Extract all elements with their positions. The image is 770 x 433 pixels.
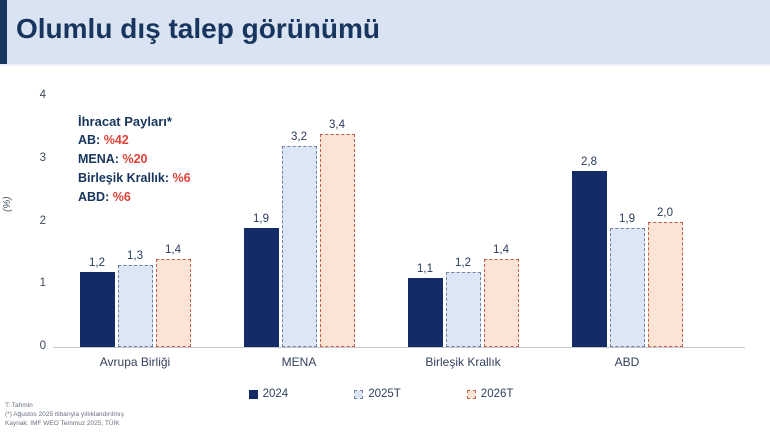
legend-marker [354, 389, 364, 399]
footnote-line: (*) Ağustos 2025 itibarıyla yıllıklandır… [5, 411, 124, 418]
bar-group: 2,8 1,9 2,0 [545, 96, 709, 347]
y-tick-label: 1 [39, 277, 46, 290]
bar-value-label: 1,3 [127, 250, 143, 263]
legend-label: 2025T [368, 388, 401, 400]
bar-group: 1,2 1,3 1,4 [53, 96, 217, 347]
bar [445, 271, 481, 347]
bar-column: 1,2 [445, 96, 481, 347]
bar-value-label: 2,0 [657, 206, 673, 219]
bar-column: 1,1 [407, 96, 443, 347]
bar [407, 277, 443, 347]
legend-item: 2026T [466, 388, 514, 400]
y-tick-label: 3 [39, 151, 46, 164]
chart-legend: 2024 2025T 2026T [53, 388, 709, 400]
bar-value-label: 1,9 [253, 212, 269, 225]
legend-item: 2025T [354, 388, 401, 400]
footnotes: T: Tahmin (*) Ağustos 2025 itibarıyla yıl… [5, 401, 124, 428]
slide-header: Olumlu dış talep görünümü [0, 0, 770, 66]
legend-item: 2024 [248, 388, 289, 400]
legend-marker [248, 389, 258, 399]
bar [609, 227, 645, 347]
legend-marker [466, 389, 476, 399]
export-shares-annotation: İhracat Payları* AB: %42 MENA: %20 Birleşi… [78, 112, 191, 207]
bar-value-label: 1,4 [493, 244, 509, 257]
annotation-item: ABD: %6 [78, 188, 191, 207]
category-label: Birleşik Krallık [425, 355, 501, 369]
category-labels: Avrupa Birliği MENA Birleşik Krallık ABD [53, 355, 709, 369]
annotation-item: Birleşik Krallık: %6 [78, 169, 191, 188]
bar-value-label: 1,2 [89, 256, 105, 269]
annotation-value: %6 [112, 190, 131, 204]
bar-value-label: 1,4 [165, 244, 181, 257]
bar-value-label: 3,2 [291, 131, 307, 144]
bar [319, 133, 355, 347]
footnote-line: T: Tahmin [5, 402, 33, 409]
bar [155, 259, 191, 347]
annotation-value: %42 [103, 133, 129, 147]
bar-value-label: 3,4 [329, 118, 345, 131]
x-axis-line [53, 347, 745, 348]
bar-value-label: 1,9 [619, 212, 635, 225]
bar [117, 265, 153, 347]
bar-value-label: 2,8 [581, 156, 597, 169]
bar-column: 1,9 [609, 96, 645, 347]
legend-label: 2024 [262, 388, 289, 400]
y-tick-label: 0 [39, 340, 46, 352]
annotation-label: ABD: [78, 190, 113, 204]
bar-column: 2,8 [571, 96, 607, 347]
category-label: MENA [281, 355, 317, 369]
category-label: ABD [614, 355, 640, 369]
y-tick-label: 4 [39, 89, 46, 101]
annotation-label: AB: [78, 133, 104, 147]
page-title: Olumlu dış talep görünümü [16, 13, 380, 44]
annotation-item: MENA: %20 [78, 150, 191, 169]
annotation-title: İhracat Payları* [78, 114, 172, 129]
bar [243, 227, 279, 347]
bar-group: 1,9 3,2 3,4 [217, 96, 381, 347]
bar-column: 3,2 [281, 96, 317, 347]
bar-column: 1,4 [155, 96, 191, 347]
bar [79, 271, 115, 347]
annotation-label: MENA: [78, 152, 123, 166]
footnote-line: Kaynak: IMF WEO Temmuz 2025, TÜİK [5, 420, 120, 427]
legend-label: 2026T [480, 388, 514, 400]
bar-column: 2,0 [647, 96, 683, 347]
annotation-value: %6 [172, 171, 191, 185]
y-axis-label: (%) [2, 196, 13, 212]
header-accent-bar [0, 0, 7, 64]
plot-area: 1,2 1,3 1,4 1,9 3,2 3,4 1,1 1,2 1,4 2,8 1,9 2,0 [53, 96, 709, 347]
annotation-label: Birleşik Krallık: [78, 171, 173, 185]
annotation-value: %20 [122, 152, 148, 166]
bar-column: 1,2 [79, 96, 115, 347]
annotation-item: AB: %42 [78, 131, 191, 150]
bar [281, 146, 317, 347]
bar-column: 1,9 [243, 96, 279, 347]
bar [571, 171, 607, 347]
bar-value-label: 1,2 [455, 256, 471, 269]
bar-column: 3,4 [319, 96, 355, 347]
category-label: Avrupa Birliği [99, 355, 171, 369]
bar-column: 1,4 [483, 96, 519, 347]
bar-value-label: 1,1 [417, 262, 433, 275]
bar [647, 221, 683, 347]
y-tick-label: 2 [39, 214, 46, 227]
bar-group: 1,1 1,2 1,4 [381, 96, 545, 347]
bar-column: 1,3 [117, 96, 153, 347]
bar [483, 259, 519, 347]
